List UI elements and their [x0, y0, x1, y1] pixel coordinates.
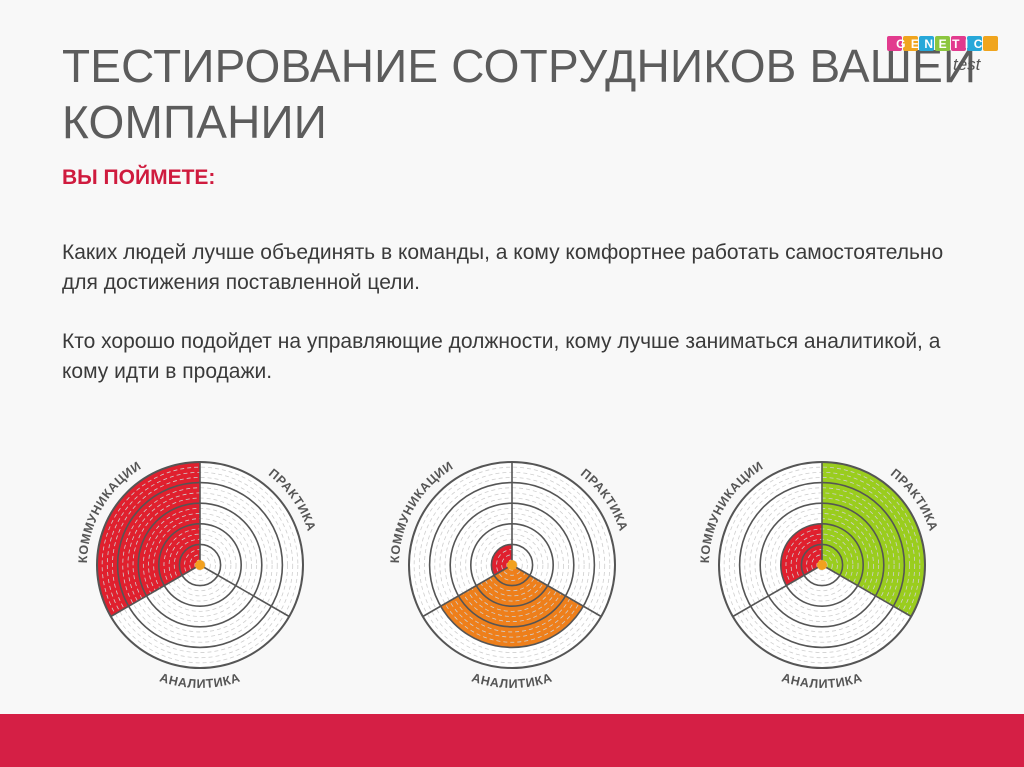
sector-divider: [511, 564, 602, 618]
dashed-guide-ring: [112, 477, 288, 653]
dashed-guide-ring: [101, 466, 299, 664]
diagrams-row: КОММУНИКАЦИИ ПРАКТИКА АНАЛИТИКА КОММУНИКАЦ…: [0, 440, 1024, 710]
paragraph-teams: Каких людей лучше объединять в команды, …: [62, 241, 944, 294]
footer-bar: [0, 714, 1024, 767]
sector-divider: [821, 564, 912, 618]
center-dot: [507, 560, 517, 570]
paragraph-roles: Кто хорошо подойдет на управляющие должн…: [62, 330, 941, 383]
dashed-guide-ring: [770, 513, 874, 617]
dashed-guide-ring: [148, 513, 252, 617]
analytics-axis-label: АНАЛИТИКА: [470, 671, 554, 692]
dashed-guide-ring: [132, 497, 268, 633]
dashed-guide-ring: [723, 466, 921, 664]
analytics-axis-label: АНАЛИТИКА: [780, 671, 864, 692]
dashed-guide-ring: [501, 554, 523, 576]
dashed-guide-ring: [413, 466, 611, 664]
sector-divider: [422, 564, 513, 618]
genetic-test-logo: GENETIC test: [887, 36, 998, 74]
section-subtitle: ВЫ ПОЙМЕТЕ:: [62, 166, 216, 189]
logo-word-top: GENETIC: [896, 37, 988, 51]
sector-divider: [732, 564, 823, 618]
dashed-guide-ring: [754, 497, 890, 633]
practice-level-fill: [822, 462, 925, 617]
sector-divider: [110, 564, 201, 618]
dashed-guide-ring: [790, 533, 854, 597]
communications-level-fill: [97, 462, 200, 617]
logo-word-bottom: test: [953, 55, 982, 74]
dashed-guide-ring: [811, 554, 833, 576]
center-dot: [195, 560, 205, 570]
center-dot: [817, 560, 827, 570]
dashed-guide-ring: [122, 487, 278, 643]
dashed-guide-ring: [744, 487, 900, 643]
dashed-guide-ring: [424, 477, 600, 653]
dashed-guide-ring: [460, 513, 564, 617]
dashed-guide-ring: [480, 533, 544, 597]
dashed-guide-ring: [434, 487, 590, 643]
logo-letter-tiles: [887, 36, 998, 51]
sector-divider: [199, 564, 290, 618]
dashed-guide-ring: [444, 497, 580, 633]
dashed-guide-ring: [168, 533, 232, 597]
analytics-axis-label: АНАЛИТИКА: [158, 671, 242, 692]
slide-title: ТЕСТИРОВАНИЕ СОТРУДНИКОВ ВАШЕЙ КОМПАНИИ: [62, 40, 977, 148]
dashed-guide-ring: [189, 554, 211, 576]
dashed-guide-ring: [734, 477, 910, 653]
